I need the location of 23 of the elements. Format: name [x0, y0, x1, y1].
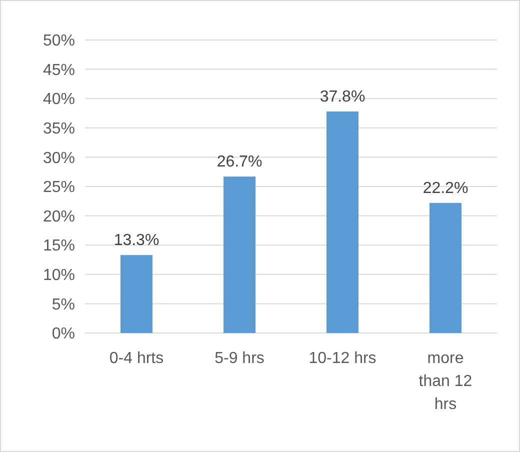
data-label: 26.7% [216, 154, 262, 171]
y-tick-label: 50% [42, 32, 75, 50]
bar [430, 202, 462, 333]
y-tick-label: 20% [42, 208, 75, 226]
y-tick-label: 35% [42, 120, 75, 138]
x-tick-label: more than 12 hrs [418, 350, 472, 413]
data-label: 13.3% [114, 232, 160, 250]
data-label: 22.2% [422, 180, 468, 197]
bar [326, 111, 358, 333]
y-tick-label: 15% [42, 238, 75, 255]
y-tick-label: 0% [52, 326, 75, 343]
y-tick-label: 40% [42, 91, 75, 108]
bar [120, 255, 152, 333]
y-tick-label: 30% [42, 150, 75, 167]
x-tick-label: 0-4 hrts [109, 350, 164, 367]
bar [224, 176, 256, 333]
data-label: 37.8% [320, 88, 366, 106]
y-tick-label: 5% [52, 296, 75, 314]
y-tick-label: 10% [42, 267, 75, 284]
x-tick-label: 5-9 hrs [214, 350, 264, 367]
y-tick-label: 45% [42, 62, 75, 79]
y-tick-label: 25% [42, 179, 75, 196]
x-tick-label: 10-12 hrs [308, 350, 376, 367]
